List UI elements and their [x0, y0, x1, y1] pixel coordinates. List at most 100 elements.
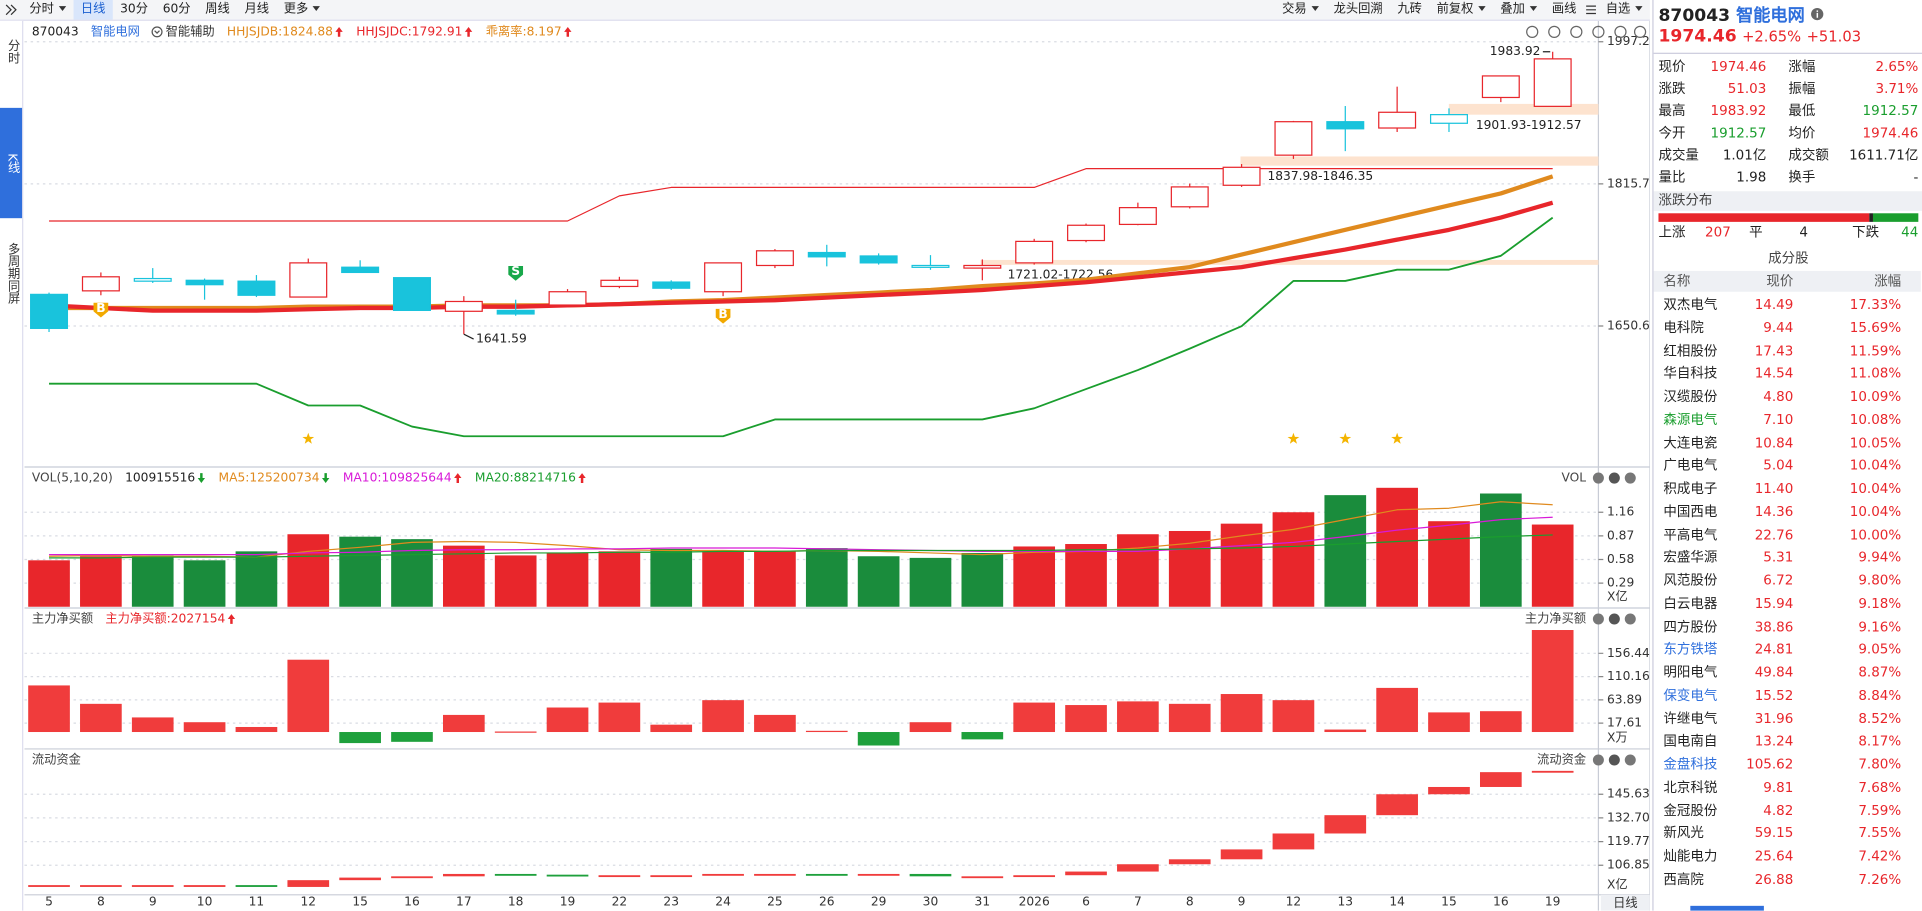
- chart-icon: [1614, 25, 1627, 38]
- component-name: 北京科锐: [1663, 779, 1718, 796]
- tool-button[interactable]: 画线: [1551, 2, 1577, 16]
- x-tick-label: 9: [1238, 895, 1246, 909]
- component-row[interactable]: 积成电子 11.40 10.04%: [1654, 478, 1921, 500]
- tool-button[interactable]: 交易: [1275, 0, 1326, 20]
- side-tab[interactable]: K线: [0, 107, 23, 219]
- flow-bar: [1168, 859, 1211, 865]
- stat-label: 现价: [1658, 58, 1686, 75]
- side-tab[interactable]: 分时: [4, 39, 19, 64]
- component-row[interactable]: 灿能电力 25.64 7.42%: [1654, 846, 1921, 868]
- bar: [857, 556, 900, 607]
- component-row[interactable]: 双杰电气 14.49 17.33%: [1654, 294, 1921, 316]
- candle-body: [81, 276, 120, 292]
- stat-label: 涨跌: [1658, 80, 1686, 97]
- component-row[interactable]: 平高电气 22.76 10.00%: [1654, 524, 1921, 546]
- tool-button[interactable]: 九砖: [1397, 2, 1422, 16]
- component-row[interactable]: 汉缆股份 4.80 10.09%: [1654, 386, 1921, 408]
- component-row[interactable]: 华自科技 14.54 11.08%: [1654, 363, 1921, 385]
- component-row[interactable]: 保变电气 15.52 8.84%: [1654, 685, 1921, 707]
- component-row[interactable]: 金冠股份 4.82 7.59%: [1654, 800, 1921, 822]
- quote-name: 智能电网: [1736, 6, 1805, 26]
- component-row[interactable]: 大连电瓷 10.84 10.05%: [1654, 432, 1921, 454]
- stat-row: 涨跌 51.03 振幅 3.71%: [1654, 78, 1922, 100]
- component-change: 9.94%: [1858, 549, 1902, 566]
- info-icon[interactable]: [1811, 7, 1824, 21]
- stat-label: 最低: [1788, 102, 1816, 119]
- component-row[interactable]: 四方股份 38.86 9.16%: [1654, 616, 1921, 638]
- component-row[interactable]: 金盘科技 105.62 7.80%: [1654, 754, 1921, 776]
- component-row[interactable]: 白云电器 15.94 9.18%: [1654, 593, 1921, 615]
- trend-arrow: [197, 473, 206, 483]
- component-row[interactable]: 西高院 26.88 7.26%: [1654, 869, 1921, 891]
- star-marker: [302, 432, 315, 444]
- component-row[interactable]: 国电南自 13.24 8.17%: [1654, 731, 1921, 753]
- candle-body: [859, 255, 898, 264]
- bar: [1013, 702, 1056, 733]
- bar: [80, 556, 122, 607]
- component-name: 四方股份: [1663, 618, 1718, 635]
- flow-bar: [1272, 833, 1315, 850]
- flow-bar: [909, 873, 952, 877]
- component-row[interactable]: 东方铁塔 24.81 9.05%: [1654, 639, 1921, 661]
- component-row[interactable]: 风范股份 6.72 9.80%: [1654, 570, 1921, 592]
- tab[interactable]: 60分: [162, 2, 191, 16]
- stat-value: 1983.92: [1710, 102, 1767, 119]
- star-marker: [1391, 432, 1404, 444]
- candle-body: [1274, 121, 1313, 156]
- signal-icon: [715, 308, 731, 324]
- tab[interactable]: 更多: [276, 0, 327, 20]
- tool-button[interactable]: 自选: [1598, 0, 1649, 20]
- axis-unit: X亿: [1607, 588, 1628, 603]
- candle-body: [289, 262, 328, 298]
- component-price: 15.94: [1754, 595, 1794, 612]
- trend-arrow: [464, 26, 473, 37]
- y-tick-label: 1650.66: [1607, 318, 1650, 332]
- tab[interactable]: 周线: [205, 2, 230, 16]
- chart-icon: [1592, 25, 1605, 38]
- menu-icon[interactable]: [1584, 0, 1599, 20]
- component-price: 9.44: [1763, 319, 1794, 336]
- component-price: 14.36: [1754, 503, 1794, 520]
- x-tick-label: 19: [1545, 895, 1561, 909]
- component-change: 11.59%: [1849, 342, 1902, 359]
- period-label: 日线: [1613, 896, 1638, 910]
- tab[interactable]: 月线: [244, 2, 270, 16]
- panel-title: VOL(5,10,20): [32, 471, 113, 485]
- flow-bar: [80, 885, 122, 887]
- component-row[interactable]: 北京科锐 9.81 7.68%: [1654, 777, 1921, 799]
- component-name: 双杰电气: [1663, 296, 1718, 313]
- column-header[interactable]: 名称: [1663, 273, 1691, 290]
- collapse-icon[interactable]: [0, 0, 22, 20]
- trend-arrow: [578, 473, 586, 483]
- bar: [391, 732, 433, 742]
- component-price: 6.72: [1763, 572, 1794, 589]
- x-tick-label: 12: [1286, 895, 1302, 909]
- component-row[interactable]: 红相股份 17.43 11.59%: [1654, 340, 1921, 362]
- scrollbar[interactable]: [1690, 905, 1764, 911]
- tab[interactable]: 分时: [22, 0, 73, 20]
- star-marker: [1287, 432, 1300, 444]
- tool-button[interactable]: 前复权: [1429, 0, 1493, 20]
- component-change: 7.80%: [1858, 756, 1902, 773]
- component-row[interactable]: 中国西电 14.36 10.04%: [1654, 501, 1921, 523]
- component-row[interactable]: 宏盛华源 5.31 9.94%: [1654, 547, 1921, 569]
- component-row[interactable]: 电科院 9.44 15.69%: [1654, 317, 1921, 339]
- column-header[interactable]: 现价: [1766, 273, 1794, 290]
- component-row[interactable]: 许继电气 31.96 8.52%: [1654, 708, 1921, 730]
- tab[interactable]: 30分: [120, 2, 148, 16]
- component-row[interactable]: 森源电气 7.10 10.08%: [1654, 409, 1921, 431]
- tool-button[interactable]: 龙头回溯: [1333, 2, 1383, 16]
- tab[interactable]: 日线: [73, 0, 113, 20]
- component-change: 10.04%: [1849, 457, 1902, 474]
- side-tab[interactable]: 多周期同屏: [4, 242, 19, 304]
- stat-label: 振幅: [1788, 80, 1816, 97]
- component-row[interactable]: 明阳电气 49.84 8.87%: [1654, 662, 1921, 684]
- component-row[interactable]: 新风光 59.15 7.55%: [1654, 823, 1921, 845]
- bar: [1220, 694, 1263, 733]
- y-tick-label: 1.16: [1607, 505, 1634, 519]
- tool-button[interactable]: 叠加: [1493, 0, 1544, 20]
- column-header[interactable]: 涨幅: [1874, 273, 1902, 290]
- component-row[interactable]: 广电电气 5.04 10.04%: [1654, 455, 1921, 477]
- flow-bar: [805, 873, 848, 876]
